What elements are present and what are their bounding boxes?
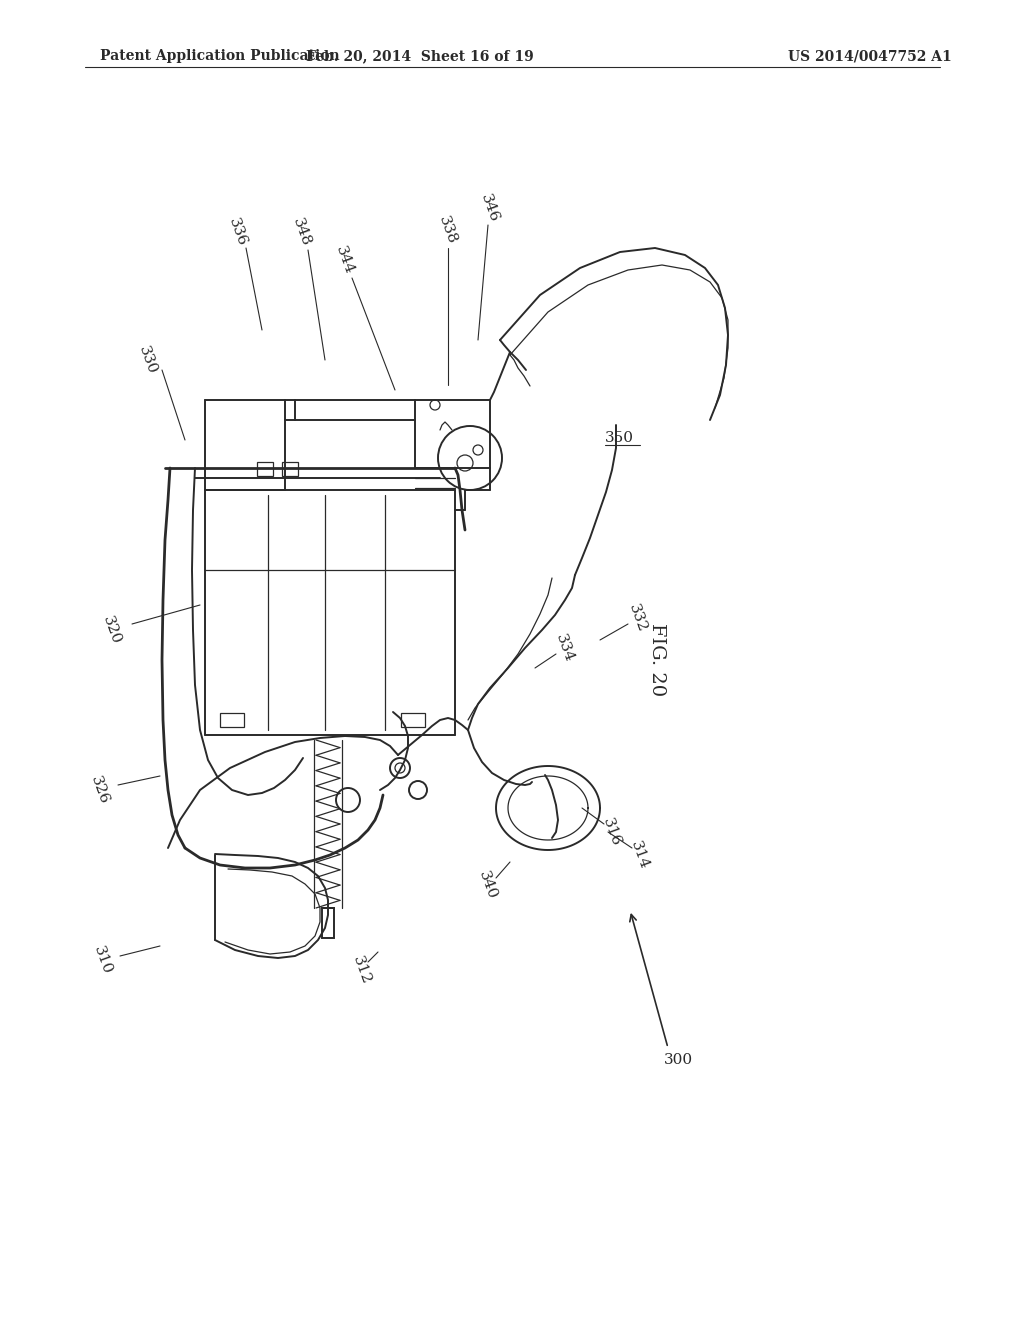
Bar bbox=[220, 713, 244, 727]
Text: 332: 332 bbox=[627, 602, 649, 634]
Bar bbox=[257, 462, 273, 477]
Text: FIG. 20: FIG. 20 bbox=[648, 623, 666, 697]
Text: 314: 314 bbox=[629, 840, 651, 871]
Text: 312: 312 bbox=[350, 954, 374, 986]
Text: 330: 330 bbox=[136, 345, 160, 376]
Text: Patent Application Publication: Patent Application Publication bbox=[100, 49, 340, 63]
Text: 344: 344 bbox=[334, 244, 356, 276]
Text: 348: 348 bbox=[291, 216, 313, 248]
Text: 326: 326 bbox=[88, 774, 112, 807]
Text: 334: 334 bbox=[553, 632, 577, 664]
Bar bbox=[401, 713, 425, 727]
Text: 350: 350 bbox=[605, 432, 634, 445]
Text: 338: 338 bbox=[436, 214, 460, 246]
Bar bbox=[282, 462, 298, 477]
Text: 336: 336 bbox=[226, 216, 250, 248]
Text: US 2014/0047752 A1: US 2014/0047752 A1 bbox=[788, 49, 952, 63]
Text: 320: 320 bbox=[100, 614, 124, 645]
Text: 316: 316 bbox=[600, 816, 624, 847]
Text: 300: 300 bbox=[664, 1053, 692, 1067]
Text: 346: 346 bbox=[478, 191, 502, 224]
Bar bbox=[322, 908, 334, 939]
Text: 340: 340 bbox=[476, 869, 500, 902]
Text: 310: 310 bbox=[91, 944, 115, 975]
Text: Feb. 20, 2014  Sheet 16 of 19: Feb. 20, 2014 Sheet 16 of 19 bbox=[306, 49, 534, 63]
